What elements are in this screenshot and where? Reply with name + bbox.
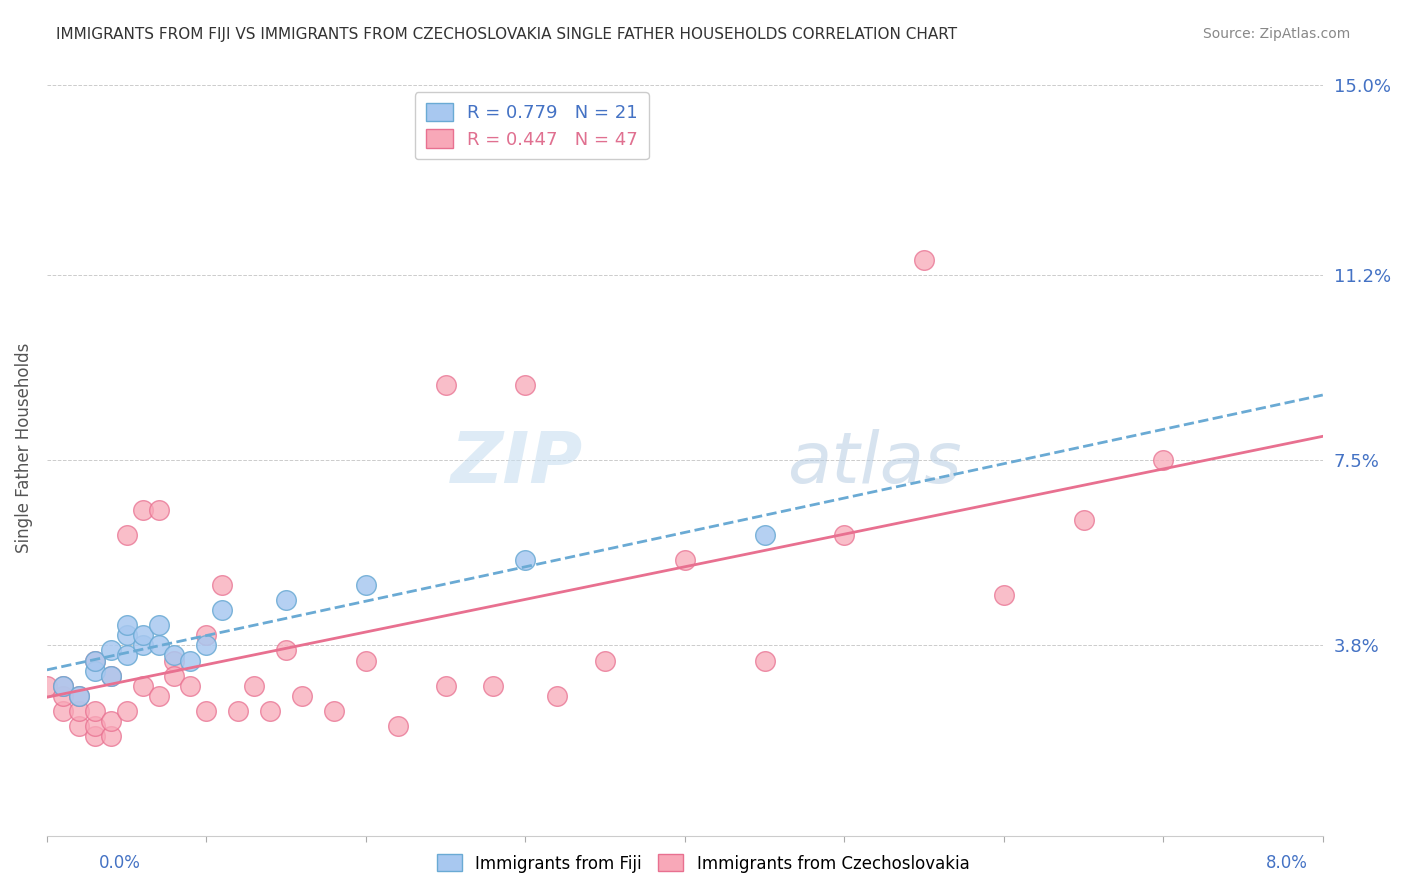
Point [52,689,75,703]
Point [67,704,90,718]
Point [100,714,122,728]
Point [179,679,201,693]
Point [148,503,170,517]
Point [211,603,233,617]
Point [593,653,616,667]
Point [115,704,138,718]
Point [323,704,346,718]
Point [515,378,537,392]
Point [226,704,249,718]
Point [115,528,138,542]
Point [673,553,696,567]
Text: 8.0%: 8.0% [1265,855,1308,872]
Point [115,628,138,642]
Point [515,553,537,567]
Point [387,718,409,732]
Point [52,679,75,693]
Point [195,628,218,642]
Point [163,648,186,663]
Y-axis label: Single Father Households: Single Father Households [15,343,32,553]
Point [131,639,153,653]
Point [35,679,58,693]
Point [482,679,505,693]
Point [834,528,856,542]
Point [434,378,457,392]
Text: 0.0%: 0.0% [98,855,141,872]
Point [148,618,170,632]
Point [131,628,153,642]
Point [912,252,935,267]
Text: IMMIGRANTS FROM FIJI VS IMMIGRANTS FROM CZECHOSLOVAKIA SINGLE FATHER HOUSEHOLDS : IMMIGRANTS FROM FIJI VS IMMIGRANTS FROM … [56,27,957,42]
Point [195,639,218,653]
Point [83,653,105,667]
Point [274,593,297,607]
Point [83,704,105,718]
Point [100,668,122,682]
Point [67,718,90,732]
Point [100,729,122,743]
Point [100,668,122,682]
Legend: R = 0.779   N = 21, R = 0.447   N = 47: R = 0.779 N = 21, R = 0.447 N = 47 [415,92,648,160]
Point [131,679,153,693]
Point [163,653,186,667]
Point [179,653,201,667]
Point [83,718,105,732]
Point [115,618,138,632]
Point [131,503,153,517]
Text: atlas: atlas [787,429,962,498]
Point [546,689,568,703]
Point [754,528,776,542]
Point [148,639,170,653]
Point [52,704,75,718]
Point [163,668,186,682]
Text: ZIP: ZIP [450,429,582,498]
Point [274,643,297,657]
Point [354,578,377,592]
Point [115,648,138,663]
Point [52,679,75,693]
Text: Source: ZipAtlas.com: Source: ZipAtlas.com [1202,27,1350,41]
Point [354,653,377,667]
Point [100,643,122,657]
Point [754,653,776,667]
Point [148,689,170,703]
Point [67,689,90,703]
Point [243,679,266,693]
Point [1152,453,1174,467]
Legend: Immigrants from Fiji, Immigrants from Czechoslovakia: Immigrants from Fiji, Immigrants from Cz… [430,847,976,880]
Point [291,689,314,703]
Point [83,729,105,743]
Point [1073,513,1095,527]
Point [67,689,90,703]
Point [83,653,105,667]
Point [211,578,233,592]
Point [259,704,281,718]
Point [83,664,105,678]
Point [195,704,218,718]
Point [434,679,457,693]
Point [993,588,1015,602]
